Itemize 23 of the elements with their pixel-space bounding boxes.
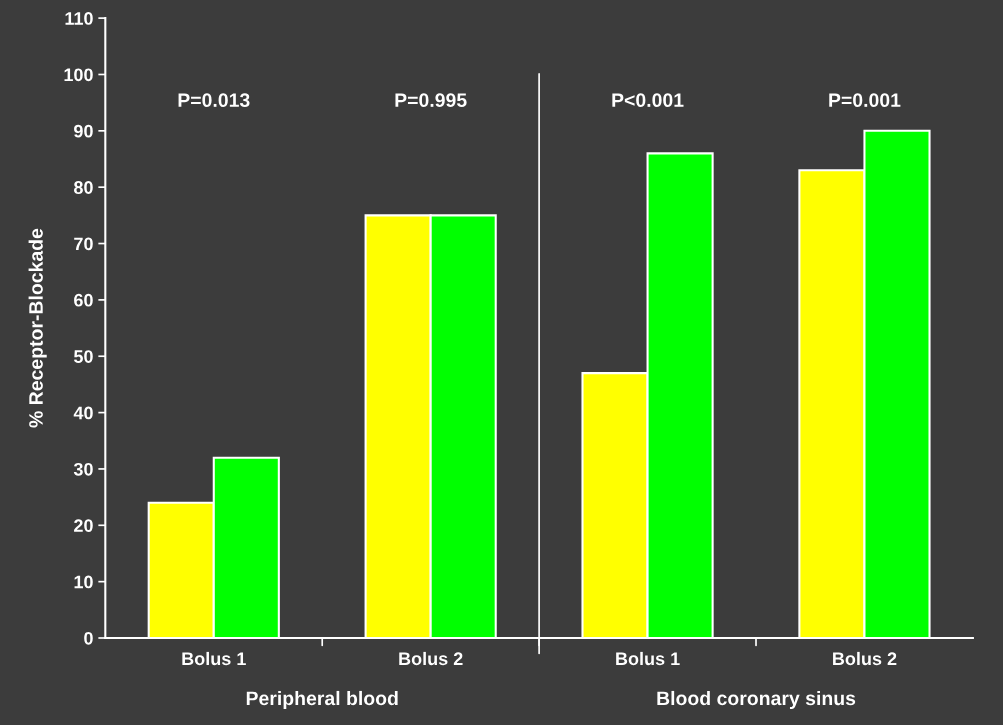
y-tick-label: 70 xyxy=(74,237,93,251)
y-tick-label: 30 xyxy=(73,462,93,476)
y-tick-label: 0 xyxy=(84,631,93,645)
y-axis-title: % Receptor-Blockade xyxy=(28,228,47,428)
y-tick-label: 10 xyxy=(74,575,93,589)
annotation: P=0.995 xyxy=(395,93,467,108)
y-tick-label: 20 xyxy=(74,519,93,533)
annotation: P=0.001 xyxy=(829,93,901,108)
x-tick-label: Bolus 2 xyxy=(399,651,463,666)
y-tick-label: 50 xyxy=(73,350,93,363)
text: Peripheral blood xyxy=(246,690,398,710)
x-tick-label: Bolus 2 xyxy=(833,651,897,666)
y-tick-label: 90 xyxy=(74,124,93,138)
y-tick-label: 100 xyxy=(64,68,93,82)
y-tick-label: 40 xyxy=(73,406,93,420)
text: Blood coronary sinus xyxy=(657,690,856,710)
x-tick-label: Bolus 1 xyxy=(182,651,246,666)
y-tick-label: 60 xyxy=(74,293,93,307)
annotation: P=0.013 xyxy=(178,93,250,108)
y-tick-label: 80 xyxy=(74,181,93,194)
x-tick-label: Bolus 1 xyxy=(616,651,680,666)
y-tick-label: 110 xyxy=(65,12,93,25)
annotation: P<0.001 xyxy=(612,93,684,108)
